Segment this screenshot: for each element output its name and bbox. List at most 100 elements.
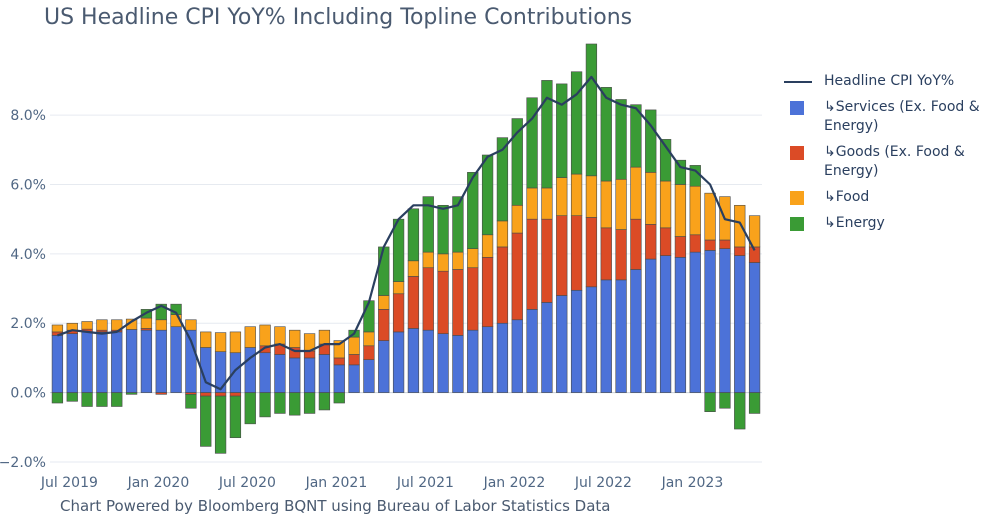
bar-segment: [289, 357, 301, 393]
bar-segment: [645, 224, 657, 260]
bar-segment: [274, 326, 286, 345]
bar-segment: [185, 319, 197, 331]
bar-segment: [645, 258, 657, 393]
bar-segment: [719, 239, 731, 249]
bar-segment: [318, 354, 331, 393]
bar-segment: [392, 281, 405, 295]
bar-segment: [585, 217, 598, 288]
bar-segment: [259, 392, 271, 418]
legend-item-food[interactable]: ↳Food: [784, 188, 994, 207]
bar-segment: [467, 267, 479, 331]
bar-segment: [748, 262, 761, 393]
bar-segment: [704, 239, 716, 251]
bar-segment: [378, 340, 390, 393]
bar-segment: [303, 357, 316, 393]
bar-segment: [51, 335, 64, 393]
bar-segment: [526, 187, 538, 220]
x-tick-label: Jul 2022: [574, 475, 632, 491]
bar-segment: [392, 293, 405, 333]
bar-segment: [704, 250, 716, 393]
bar-segment: [615, 99, 627, 180]
bar-segment: [645, 109, 657, 173]
bar-segment: [496, 220, 509, 248]
bar-segment: [111, 319, 123, 331]
bar-segment: [630, 166, 642, 220]
bar-segment: [674, 184, 687, 237]
bar-segment: [467, 172, 479, 249]
bar-segment: [615, 229, 627, 281]
bar-segment: [570, 173, 583, 216]
legend-item-energy[interactable]: ↳Energy: [784, 214, 994, 233]
bar-segment: [348, 336, 360, 355]
bar-segment: [155, 329, 167, 393]
bar-segment: [481, 154, 494, 236]
bar-segment: [541, 80, 553, 189]
bar-segment: [689, 234, 701, 253]
bar-segment: [185, 394, 197, 409]
bar-segment: [363, 345, 375, 360]
bar-segment: [645, 172, 657, 225]
bar-segment: [274, 392, 286, 414]
bar-segment: [66, 333, 78, 393]
bar-segment: [140, 317, 153, 329]
bar-segment: [437, 204, 449, 255]
bar-segment: [111, 331, 123, 393]
y-tick-label: 0.0%: [10, 386, 46, 402]
bar-segment: [333, 357, 345, 366]
bar-segment: [200, 331, 212, 348]
bar-segment: [496, 137, 509, 222]
legend-line-swatch: [784, 81, 812, 83]
bar-segment: [467, 248, 479, 269]
bar-segment: [526, 218, 538, 310]
bar-segment: [200, 395, 212, 447]
legend-label: Headline CPI YoY%: [824, 73, 955, 89]
bar-segment: [689, 185, 701, 236]
bar-segment: [244, 392, 256, 425]
bar-segment: [719, 392, 731, 409]
bar-segment: [111, 392, 123, 407]
bar-segment: [704, 192, 716, 241]
y-tick-label: 8.0%: [10, 108, 46, 124]
bar-segment: [734, 255, 746, 393]
bar-segment: [674, 159, 687, 185]
bar-segment: [570, 71, 583, 175]
bar-segment: [734, 246, 746, 256]
legend-label: ↳Services (Ex. Food & Energy): [824, 99, 980, 134]
bar-segment: [378, 295, 390, 310]
bar-segment: [674, 257, 687, 393]
bar-segment: [214, 332, 227, 352]
bar-segment: [66, 392, 78, 402]
bar-segment: [481, 234, 494, 258]
bar-segment: [318, 329, 331, 345]
legend-item-headline[interactable]: Headline CPI YoY%: [784, 72, 994, 91]
x-tick-label: Jul 2019: [40, 475, 98, 491]
bar-segment: [378, 309, 390, 341]
legend-swatch-services: [790, 101, 804, 115]
bar-segment: [274, 354, 286, 393]
bar-segment: [659, 139, 672, 182]
bar-segment: [734, 392, 746, 430]
bar-segment: [437, 270, 449, 334]
bar-segment: [541, 218, 553, 303]
chart-title: US Headline CPI YoY% Including Topline C…: [44, 5, 633, 30]
bar-segment: [333, 392, 345, 404]
bar-segment: [630, 104, 642, 168]
legend-item-goods[interactable]: ↳Goods (Ex. Food & Energy): [784, 143, 994, 181]
bar-segment: [496, 246, 509, 324]
bar-segment: [734, 204, 746, 248]
bar-segment: [556, 83, 568, 178]
gridlines: [50, 114, 762, 463]
bar-segment: [437, 333, 449, 393]
bar-segment: [659, 227, 672, 256]
bar-segment: [259, 352, 271, 393]
bar-segment: [229, 392, 242, 397]
bar-segment: [155, 392, 167, 395]
bar-segment: [407, 260, 420, 277]
legend-label: ↳Energy: [824, 215, 885, 231]
bar-segment: [689, 251, 701, 393]
legend-item-services[interactable]: ↳Services (Ex. Food & Energy): [784, 98, 994, 136]
bar-segment: [363, 300, 375, 333]
bar-segment: [422, 267, 434, 331]
bar-segment: [556, 295, 568, 393]
bar-segment: [363, 359, 375, 393]
